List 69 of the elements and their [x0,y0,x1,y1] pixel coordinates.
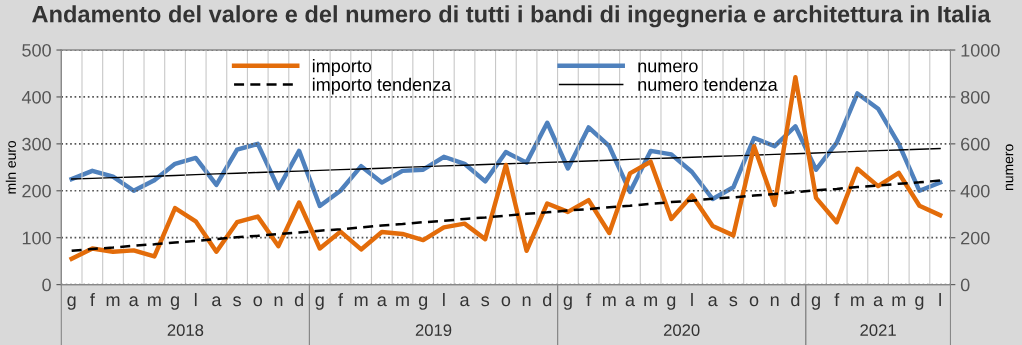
y-tick-label: 200 [22,184,51,198]
y2-tick-label: 800 [960,90,990,104]
y2-tick-label: 1000 [961,43,1000,57]
x-tick-label: o [253,296,263,307]
x-tick-label: m [106,296,120,307]
x-tick-label: a [377,296,387,307]
x-tick-label: o [749,296,759,307]
x-tick-label: a [212,296,222,307]
text: 2018 [167,324,204,337]
text: 2019 [415,324,452,337]
x-tick-label: s [729,296,738,307]
y-tick-label: 300 [22,137,51,151]
x-tick-label: n [522,296,531,307]
y2-tick-label: 0 [960,278,970,292]
y-tick-label: 100 [22,231,51,245]
x-tick-label: g [170,296,179,310]
x-tick-label: g [418,296,428,310]
x-tick-label: g [67,296,76,310]
x-tick-label: s [233,296,241,307]
y-tick-label: 500 [22,43,51,57]
x-tick-label: g [811,296,820,310]
x-tick-label: n [274,296,283,307]
y2-tick-label: 400 [960,184,990,198]
y-tick-label: 0 [42,278,51,292]
x-tick-label: a [708,296,718,307]
x-tick-label: g [667,296,676,310]
x-tick-label: d [542,292,552,307]
line-series [70,179,942,253]
x-tick-label: o [501,296,511,307]
chart-title: Andamento del valore e del numero di tutti i bandi di ingegneria e architettura in Italia [32,5,991,28]
text: 2021 [860,324,896,337]
line-series [70,147,941,180]
x-tick-label: f [90,292,95,307]
x-tick-label: m [892,296,906,307]
x-tick-label: m [354,296,368,307]
x-tick-label: m [644,296,657,307]
legend-label: numero tendenza [638,77,778,91]
x-tick-label: l [939,292,941,307]
x-tick-label: a [625,296,635,307]
x-tick-label: f [338,292,343,307]
x-tick-label: m [148,296,161,307]
x-tick-label: g [915,296,924,310]
x-tick-label: f [834,292,840,307]
x-tick-label: g [315,296,324,310]
legend-label: importo tendenza [312,77,452,95]
legend-label: importo [312,59,372,76]
y2-tick-label: 200 [961,231,990,245]
y2-tick-label: 600 [961,137,990,151]
x-tick-label: a [873,296,884,307]
x-tick-label: s [481,296,490,307]
x-tick-label: d [294,292,303,307]
x-tick-label: l [691,292,693,307]
y-axis-title: mln euro [5,140,16,194]
x-tick-label: a [129,296,139,307]
x-tick-label: n [770,296,779,307]
x-tick-label: d [791,292,800,307]
x-tick-label: l [443,292,445,307]
x-tick-label: a [460,296,470,307]
y2-axis-title: numero [1005,144,1014,190]
x-tick-label: m [602,296,616,307]
line-series [69,75,943,262]
x-tick-label: m [396,296,409,307]
x-tick-label: m [851,296,864,307]
x-tick-label: f [586,292,592,307]
legend-label: numero [638,62,698,73]
x-tick-label: l [194,292,197,307]
y-tick-label: 400 [21,90,51,104]
text: 2020 [663,324,700,337]
x-tick-label: g [563,296,572,310]
